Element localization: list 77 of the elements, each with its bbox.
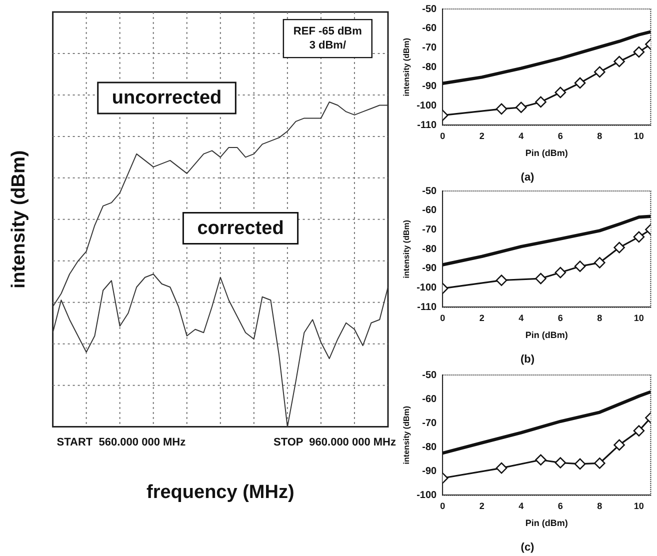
y-tick-label: -60 [422,394,438,405]
point [574,77,586,89]
x-tick-label: 4 [518,131,524,142]
text: (a) [520,171,535,184]
point [535,272,546,284]
point [574,458,586,470]
text: uncorrected [112,88,222,109]
x-tick-label: 6 [558,313,563,324]
y-tick-label: -100 [416,490,438,501]
y-tick-label: -50 [422,186,438,197]
point [496,103,508,115]
x-tick-label: 2 [479,313,484,324]
text: REF -65 dBm [293,26,362,38]
point [594,257,606,268]
point [535,454,546,466]
point [614,439,625,451]
y-tick-label: -80 [422,244,438,255]
y-axis-title: intensity (dBm) [402,220,412,278]
y-tick-label: -60 [422,23,438,34]
y-tick-label: -80 [422,62,438,73]
point [633,425,645,436]
point [574,260,586,272]
point [554,457,566,468]
x-axis-title: Pin (dBm) [525,518,568,528]
point [535,96,546,108]
x-tick-label: 10 [634,131,644,142]
point [496,274,508,286]
y-tick-label: -70 [422,418,438,429]
y-tick-label: -50 [422,370,438,381]
text: 3 dBm/ [309,40,346,52]
y-tick-label: -90 [422,81,438,92]
text: START 560.000 000 MHz [56,436,186,448]
y-tick-label: -50 [422,4,438,15]
y-tick-label: -90 [422,263,438,274]
point [554,266,566,278]
y-tick-label: -110 [417,302,438,313]
point [496,462,508,474]
y-tick-label: -90 [422,466,438,477]
x-tick-label: 0 [440,131,446,142]
point [633,46,645,58]
x-tick-label: 4 [518,313,524,324]
x-tick-label: 2 [479,501,484,512]
y-tick-label: -100 [416,100,438,112]
x-tick-label: 6 [558,131,563,142]
x-axis-title: Pin (dBm) [525,330,568,340]
text: STOP 960.000 000 MHz [274,436,396,448]
y-tick-label: -110 [417,120,438,131]
text: (c) [520,541,535,554]
x-tick-label: 0 [440,501,446,512]
x-tick-label: 8 [597,131,602,142]
x-tick-label: 8 [597,313,602,324]
y-axis-title: intensity (dBm) [8,150,30,289]
x-tick-label: 8 [597,501,602,512]
x-tick-label: 6 [558,501,563,512]
y-tick-label: -80 [422,442,438,453]
y-tick-label: -60 [422,205,438,216]
point [614,242,625,254]
y-tick-label: -70 [422,42,438,54]
point [614,56,625,68]
point [633,231,645,243]
text: corrected [197,218,284,239]
point [515,102,527,114]
point [594,458,606,469]
y-tick-label: -70 [422,224,438,236]
x-tick-label: 10 [634,313,644,324]
x-tick-label: 4 [518,501,524,512]
text: (b) [520,353,535,366]
x-axis-title: Pin (dBm) [525,148,568,158]
y-axis-title: intensity (dBm) [402,406,412,464]
point [554,86,566,98]
x-tick-label: 10 [634,501,644,512]
x-tick-label: 2 [479,131,484,142]
point [594,66,606,78]
x-axis-title: frequency (MHz) [146,482,294,503]
y-tick-label: -100 [416,282,438,294]
y-axis-title: intensity (dBm) [402,38,412,96]
x-tick-label: 0 [440,313,446,324]
